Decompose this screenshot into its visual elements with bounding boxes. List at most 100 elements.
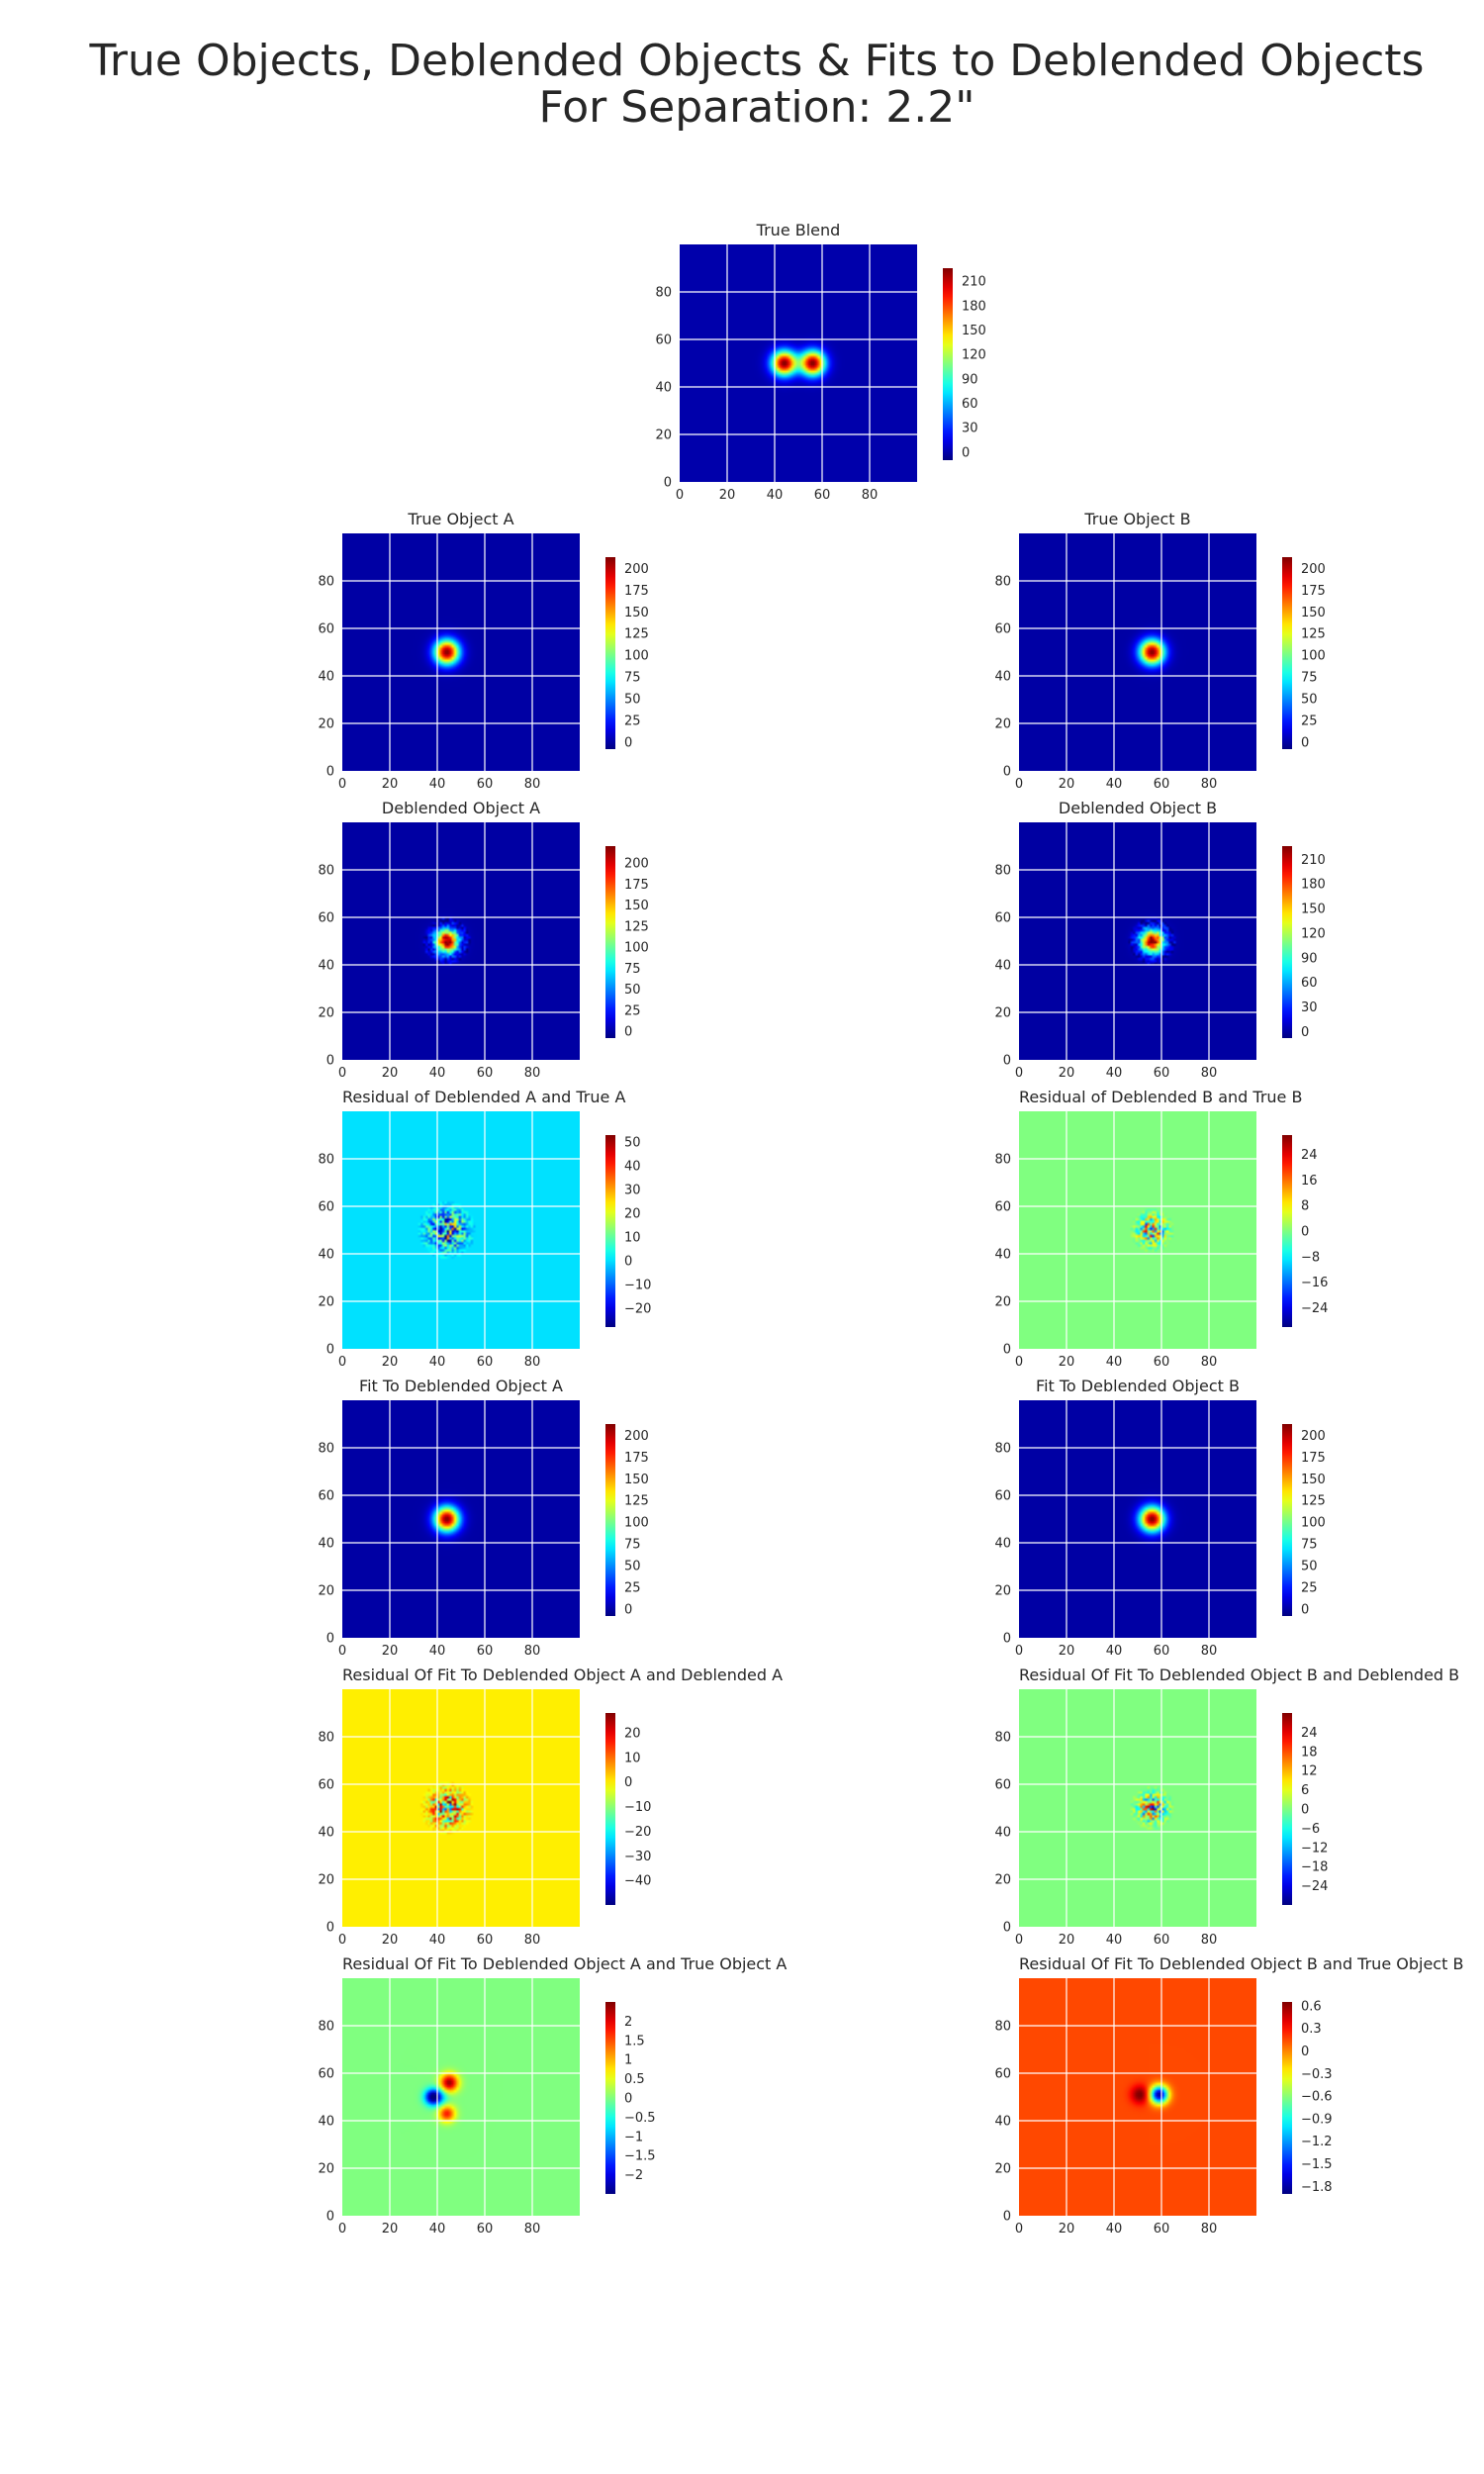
x-tick-label: 0 xyxy=(338,777,346,792)
y-tick-label: 20 xyxy=(318,1584,334,1599)
colorbar-tick-label: 6 xyxy=(1301,1783,1309,1798)
figure-title-line-1: True Objects, Deblended Objects & Fits t… xyxy=(89,36,1425,86)
x-tick-label: 20 xyxy=(1059,1355,1075,1370)
x-tick-label: 40 xyxy=(429,2222,446,2236)
colorbar-tick-label: 50 xyxy=(624,693,641,708)
y-tick-label: 20 xyxy=(994,1873,1011,1888)
colorbar-tick-label: 24 xyxy=(1301,1148,1318,1163)
figure-title-line-2: For Separation: 2.2" xyxy=(538,82,975,133)
heatmap-image xyxy=(342,1111,580,1349)
x-tick-label: 0 xyxy=(338,1066,346,1081)
colorbar-tick-label: 16 xyxy=(1301,1174,1318,1189)
x-tick-label: 60 xyxy=(477,1933,494,1948)
colorbar-tick-label: 0 xyxy=(1301,2045,1309,2059)
colorbar xyxy=(605,557,615,749)
x-tick-label: 40 xyxy=(767,488,784,503)
colorbar-tick-label: 20 xyxy=(624,1207,641,1222)
colorbar-tick-label: 30 xyxy=(962,422,978,436)
y-tick-label: 80 xyxy=(994,1731,1011,1746)
x-tick-label: 20 xyxy=(719,488,736,503)
x-tick-label: 60 xyxy=(1154,1355,1170,1370)
heatmap-panel: Deblended Object A 0 20 40 60 80 0 20 40 60 80 0 25 5… xyxy=(283,799,738,1095)
y-tick-label: 60 xyxy=(655,333,672,348)
colorbar-tick-label: 180 xyxy=(1301,878,1326,893)
colorbar-tick-label: 50 xyxy=(1301,693,1318,708)
x-tick-label: 80 xyxy=(1201,1644,1218,1659)
colorbar-tick-label: 175 xyxy=(624,1451,649,1466)
y-tick-label: 60 xyxy=(994,2067,1011,2082)
colorbar-tick-label: −0.3 xyxy=(1301,2067,1333,2082)
colorbar-tick-label: 150 xyxy=(1301,1473,1326,1487)
colorbar xyxy=(1282,1135,1292,1327)
x-tick-label: 40 xyxy=(1106,1355,1123,1370)
y-tick-label: 40 xyxy=(318,670,334,685)
y-tick-label: 60 xyxy=(318,1200,334,1215)
y-tick-label: 60 xyxy=(318,1778,334,1793)
x-tick-label: 0 xyxy=(676,488,684,503)
heatmap-svg: 0 20 40 60 80 0 20 40 60 80 0 25 50 75 100 125 150 175 200 xyxy=(318,533,649,792)
colorbar-tick-label: 2 xyxy=(624,2015,632,2030)
colorbar-tick-label: −20 xyxy=(624,1301,651,1316)
y-tick-label: 0 xyxy=(326,1921,334,1936)
colorbar-tick-label: 50 xyxy=(1301,1560,1318,1574)
x-tick-label: 20 xyxy=(382,2222,399,2236)
x-tick-label: 80 xyxy=(1201,2222,1218,2236)
heatmap-image xyxy=(1019,1400,1256,1638)
x-tick-label: 40 xyxy=(1106,777,1123,792)
colorbar-tick-label: 0 xyxy=(624,1602,632,1617)
x-tick-label: 80 xyxy=(1201,1933,1218,1948)
y-tick-label: 0 xyxy=(1003,1343,1011,1358)
colorbar-tick-label: 10 xyxy=(624,1230,641,1245)
colorbar-tick-label: 100 xyxy=(624,649,649,664)
panel-title: Fit To Deblended Object A xyxy=(359,1377,563,1395)
colorbar xyxy=(1282,1713,1292,1905)
colorbar-tick-label: 150 xyxy=(962,324,986,338)
colorbar-tick-label: 200 xyxy=(624,1429,649,1444)
x-tick-label: 0 xyxy=(1015,2222,1023,2236)
y-tick-label: 80 xyxy=(994,575,1011,590)
y-tick-label: 20 xyxy=(318,1873,334,1888)
y-tick-label: 20 xyxy=(318,1295,334,1310)
heatmap-svg: 0 20 40 60 80 0 20 40 60 80 0 30 60 90 120 150 180 210 xyxy=(994,822,1326,1081)
y-tick-label: 20 xyxy=(318,717,334,732)
y-tick-label: 60 xyxy=(994,1200,1011,1215)
heatmap-svg: 0 20 40 60 80 0 20 40 60 80 −20 −10 0 10 20 30 40 50 xyxy=(318,1111,651,1370)
colorbar-tick-label: −18 xyxy=(1301,1860,1328,1875)
colorbar-tick-label: 200 xyxy=(1301,562,1326,577)
x-tick-label: 40 xyxy=(429,1066,446,1081)
heatmap-svg: 0 20 40 60 80 0 20 40 60 80 0 25 50 75 100 125 150 175 200 xyxy=(994,1400,1326,1659)
colorbar-tick-label: −12 xyxy=(1301,1841,1328,1856)
colorbar-tick-label: 30 xyxy=(624,1184,641,1198)
x-tick-label: 40 xyxy=(429,1933,446,1948)
y-tick-label: 40 xyxy=(318,2115,334,2130)
heatmap-image xyxy=(680,244,917,482)
y-tick-label: 0 xyxy=(1003,765,1011,780)
heatmap-panel: Residual Of Fit To Deblended Object A an… xyxy=(283,1665,783,1962)
colorbar xyxy=(605,2002,615,2194)
colorbar-tick-label: 25 xyxy=(1301,714,1318,729)
y-tick-label: 20 xyxy=(994,1584,1011,1599)
colorbar-tick-label: 150 xyxy=(1301,606,1326,620)
panel-title: Deblended Object A xyxy=(381,799,541,817)
colorbar-tick-label: 150 xyxy=(624,606,649,620)
colorbar-tick-label: −1 xyxy=(624,2130,643,2144)
x-tick-label: 60 xyxy=(477,2222,494,2236)
colorbar-tick-label: −20 xyxy=(624,1825,651,1840)
panel-title: Fit To Deblended Object B xyxy=(1036,1377,1240,1395)
y-tick-label: 80 xyxy=(318,575,334,590)
heatmap-svg: 0 20 40 60 80 0 20 40 60 80 0 25 50 75 100 125 150 175 200 xyxy=(318,1400,649,1659)
colorbar-tick-label: 180 xyxy=(962,299,986,314)
heatmap-image xyxy=(342,533,580,771)
x-tick-label: 20 xyxy=(1059,2222,1075,2236)
heatmap-svg: 0 20 40 60 80 0 20 40 60 80 −24 −16 −8 0 8 16 24 xyxy=(994,1111,1328,1370)
heatmap-image xyxy=(342,1400,580,1638)
colorbar-tick-label: −24 xyxy=(1301,1879,1328,1894)
colorbar-tick-label: 125 xyxy=(624,919,649,934)
panel-title: Residual of Deblended B and True B xyxy=(1019,1088,1303,1106)
colorbar-tick-label: 25 xyxy=(624,1003,641,1018)
y-tick-label: 20 xyxy=(994,717,1011,732)
x-tick-label: 40 xyxy=(1106,1644,1123,1659)
heatmap-panel: Residual of Deblended A and True A 0 20 40 6… xyxy=(283,1088,738,1384)
colorbar-tick-label: 100 xyxy=(1301,649,1326,664)
colorbar-tick-label: −1.5 xyxy=(624,2149,656,2164)
